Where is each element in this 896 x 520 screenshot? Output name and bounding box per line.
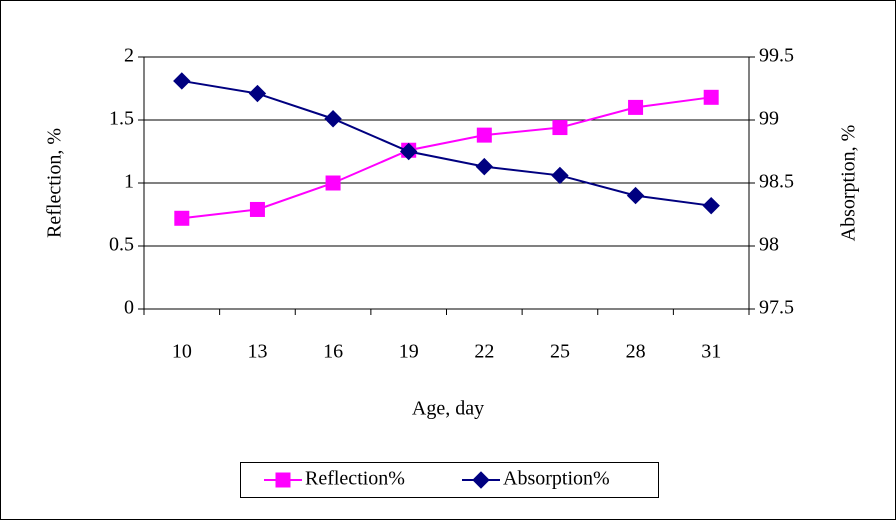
data-point xyxy=(248,84,267,103)
y2-tick-label: 99.5 xyxy=(759,45,794,67)
y2-axis-title: Absorption, % xyxy=(838,125,860,242)
x-tick-label: 25 xyxy=(550,341,570,363)
data-point xyxy=(173,72,191,90)
series-line xyxy=(181,96,712,220)
data-point xyxy=(551,166,569,185)
x-tick-label: 16 xyxy=(323,341,343,363)
data-point xyxy=(324,110,342,128)
y-tick-label: 2 xyxy=(124,45,134,67)
x-tick-label: 10 xyxy=(172,341,192,363)
data-point xyxy=(249,201,265,217)
data-point xyxy=(552,120,568,136)
x-tick-label: 19 xyxy=(399,341,419,363)
y2-tick-label: 98 xyxy=(759,234,779,256)
data-point xyxy=(476,127,492,143)
legend-box xyxy=(240,462,659,498)
y-tick-label: 1 xyxy=(124,171,134,193)
data-point xyxy=(325,175,341,191)
x-tick-label: 31 xyxy=(701,341,721,363)
legend-label: Reflection% xyxy=(305,468,405,490)
data-point xyxy=(626,186,645,205)
x-tick-label: 28 xyxy=(626,341,646,363)
data-point xyxy=(475,157,494,176)
legend-label: Absorption% xyxy=(503,468,610,490)
series-line xyxy=(181,79,712,207)
y-axis-title: Reflection, % xyxy=(44,128,66,238)
data-point xyxy=(703,89,719,105)
legend-marker xyxy=(275,472,291,488)
y-tick-label: 1.5 xyxy=(109,108,134,130)
data-point xyxy=(702,196,720,215)
y2-tick-label: 99 xyxy=(759,108,779,130)
data-point xyxy=(174,210,190,226)
x-tick-label: 13 xyxy=(247,341,267,363)
x-axis-title: Age, day xyxy=(412,398,484,420)
y-tick-label: 0.5 xyxy=(109,234,134,256)
y-tick-label: 0 xyxy=(124,297,134,319)
y2-tick-label: 98.5 xyxy=(759,171,794,193)
data-point xyxy=(399,142,418,161)
x-tick-label: 22 xyxy=(474,341,494,363)
y2-tick-label: 97.5 xyxy=(759,297,794,319)
data-point xyxy=(628,99,644,115)
legend-marker xyxy=(472,471,490,489)
